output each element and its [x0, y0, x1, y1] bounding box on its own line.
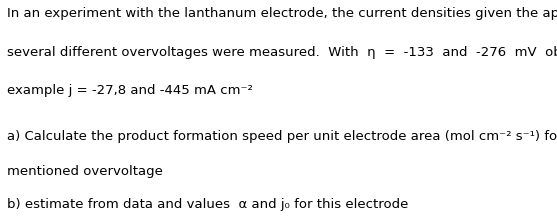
Text: a) Calculate the product formation speed per unit electrode area (mol cm⁻² s⁻¹) : a) Calculate the product formation speed…: [7, 130, 557, 143]
Text: example j = -27,8 and -445 mA cm⁻²: example j = -27,8 and -445 mA cm⁻²: [7, 84, 253, 97]
Text: In an experiment with the lanthanum electrode, the current densities given the a: In an experiment with the lanthanum elec…: [7, 7, 557, 20]
Text: b) estimate from data and values  α and j₀ for this electrode: b) estimate from data and values α and j…: [7, 198, 409, 211]
Text: several different overvoltages were measured.  With  η  =  -133  and  -276  mV  : several different overvoltages were meas…: [7, 46, 557, 59]
Text: mentioned overvoltage: mentioned overvoltage: [7, 165, 163, 178]
